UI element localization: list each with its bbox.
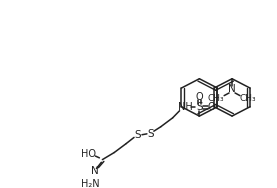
- Text: CH₃: CH₃: [208, 94, 225, 103]
- Text: NH: NH: [178, 102, 193, 112]
- Text: HO: HO: [81, 149, 96, 159]
- Text: N: N: [91, 166, 98, 176]
- Text: N: N: [228, 84, 236, 94]
- Text: O: O: [207, 102, 215, 112]
- Text: CH₃: CH₃: [240, 94, 256, 103]
- Text: H₂N: H₂N: [81, 179, 100, 188]
- Text: S: S: [196, 102, 203, 112]
- Text: S: S: [148, 129, 154, 139]
- Text: O: O: [196, 92, 203, 102]
- Text: S: S: [135, 130, 141, 140]
